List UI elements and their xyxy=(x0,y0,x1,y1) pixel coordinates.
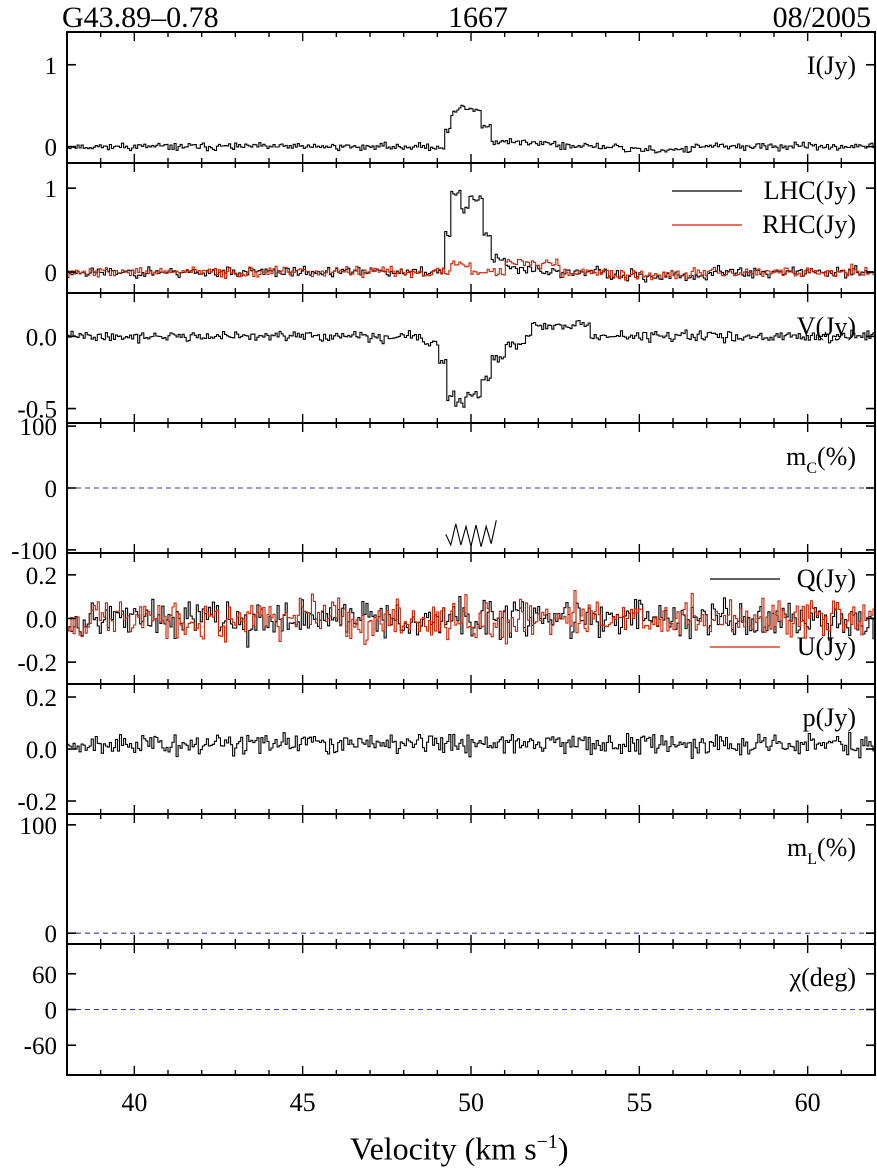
series-V xyxy=(67,319,875,408)
y-tick-label-QU: -0.2 xyxy=(17,650,57,677)
panel-label-I: I(Jy) xyxy=(807,51,856,80)
epoch-label: 08/2005 xyxy=(772,1,871,34)
panel-label-chi: χ(deg) xyxy=(789,963,856,992)
y-tick-label-I: 0 xyxy=(45,135,58,162)
x-tick-label: 60 xyxy=(795,1088,821,1117)
series-Q xyxy=(67,595,875,648)
y-tick-label-mc: 0 xyxy=(45,476,58,503)
y-tick-label-I: 1 xyxy=(45,53,58,80)
y-tick-label-V: 0.0 xyxy=(26,324,57,351)
x-axis-title-text: Velocity (km s xyxy=(350,1130,537,1167)
y-tick-label-p: 0.0 xyxy=(26,737,57,764)
panel-frame-V xyxy=(66,292,876,424)
y-tick-label-p: -0.2 xyxy=(17,789,57,816)
y-tick-label-QU: 0.0 xyxy=(26,607,57,634)
legend-label-QU: Q(Jy) xyxy=(797,564,856,593)
series-U xyxy=(67,589,875,645)
legend-label-LR: RHC(Jy) xyxy=(762,210,856,239)
series-p xyxy=(67,731,875,759)
x-tick-label: 50 xyxy=(458,1088,484,1117)
y-tick-label-chi: 0 xyxy=(45,998,58,1025)
panel-label-p: p(Jy) xyxy=(803,703,856,732)
source-name: G43.89–0.78 xyxy=(62,1,219,34)
y-tick-label-chi: -60 xyxy=(24,1033,57,1060)
series-RHC xyxy=(67,258,875,281)
panel-label-ml: mL(%) xyxy=(787,833,856,868)
x-axis-title-exponent: −1 xyxy=(536,1131,558,1153)
y-tick-label-p: 0.2 xyxy=(26,685,57,712)
x-tick-label: 40 xyxy=(121,1088,147,1117)
legend-label-LR: LHC(Jy) xyxy=(764,176,856,205)
legend-label-QU: U(Jy) xyxy=(797,632,856,661)
y-tick-label-mc: -100 xyxy=(11,538,57,565)
series-mc xyxy=(445,520,497,547)
y-tick-label-LR: 0 xyxy=(45,260,58,287)
series-I xyxy=(67,104,875,154)
panel-frame-ml xyxy=(66,813,876,945)
y-tick-label-ml: 100 xyxy=(20,813,58,840)
frequency-label: 1667 xyxy=(448,1,508,34)
y-tick-label-QU: 0.2 xyxy=(26,563,57,590)
panel-label-mc: mC(%) xyxy=(786,442,856,477)
x-tick-label: 55 xyxy=(626,1088,652,1117)
y-tick-label-mc: 100 xyxy=(20,414,58,441)
x-axis-title-close: ) xyxy=(557,1130,569,1167)
panel-label-V: V(Jy) xyxy=(797,312,856,341)
x-tick-label: 45 xyxy=(290,1088,316,1117)
x-axis-title: Velocity (km s−1) xyxy=(350,1122,569,1169)
y-tick-label-V: -0.5 xyxy=(17,397,57,424)
y-tick-label-chi: 60 xyxy=(32,962,57,989)
y-tick-label-LR: 1 xyxy=(45,176,58,203)
y-tick-label-ml: 0 xyxy=(45,921,58,948)
